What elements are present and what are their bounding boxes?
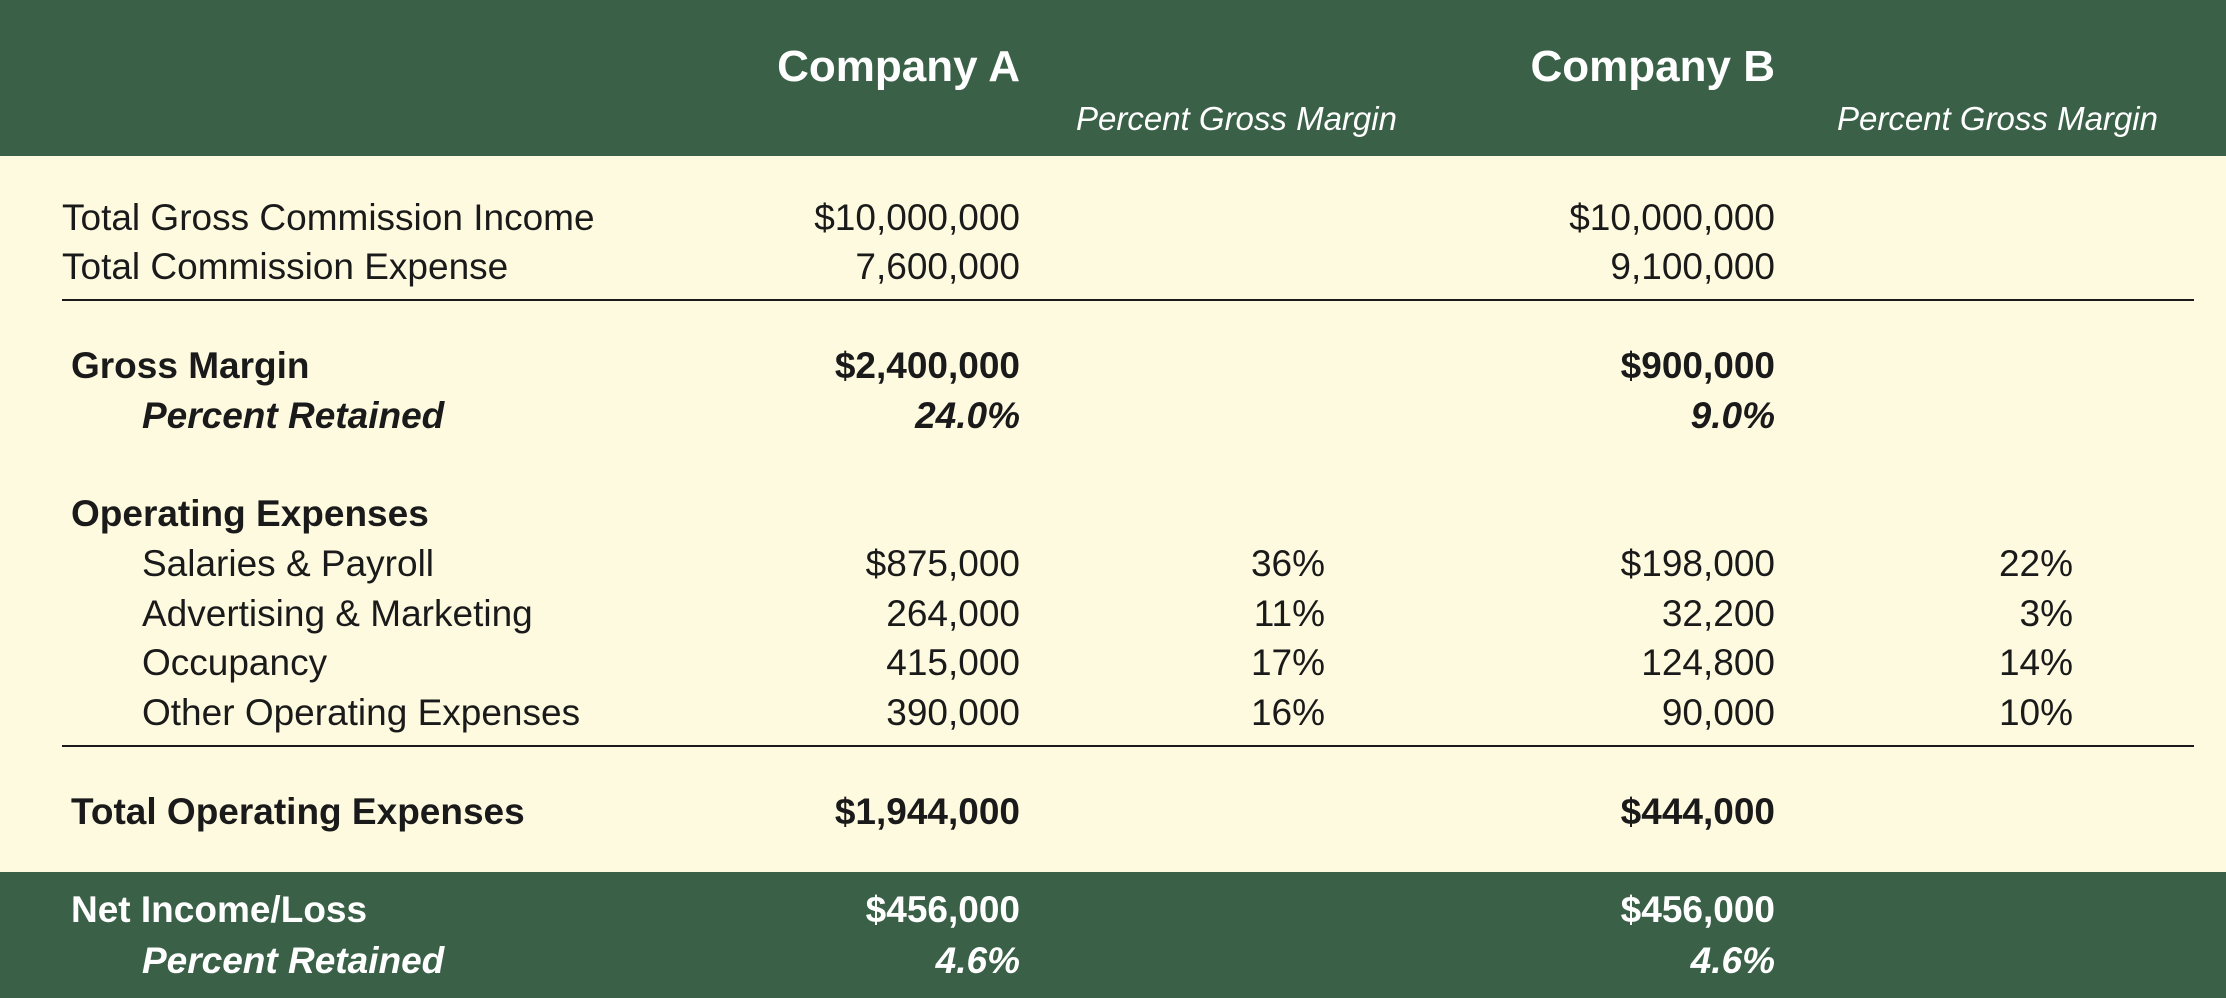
cell-b: 32,200 [1661,593,1775,634]
cell-pct-a: 16% [1250,692,1325,733]
cell-pct-b: 14% [1998,642,2073,683]
cell-a: $10,000,000 [814,197,1020,238]
cell-b: 9,100,000 [1610,246,1775,287]
percent-retained-a: 24.0% [915,395,1020,436]
divider [62,299,2194,301]
percent-retained-label: Percent Retained [142,395,445,436]
cell-a: $875,000 [865,543,1020,584]
cell-a: 390,000 [886,692,1020,733]
percent-retained-b: 9.0% [1690,395,1775,436]
cell-a: 7,600,000 [855,246,1020,287]
total-operating-label: Total Operating Expenses [71,791,525,832]
net-percent-b: 4.6% [1690,940,1775,981]
net-percent-a: 4.6% [935,940,1020,981]
net-income-b: $456,000 [1620,889,1775,930]
company-a-heading: Company A [777,42,1020,91]
row-label: Advertising & Marketing [142,593,533,634]
cell-b: $10,000,000 [1569,197,1775,238]
net-percent-label: Percent Retained [142,940,445,981]
cell-pct-b: 22% [1998,543,2073,584]
gross-margin-label: Gross Margin [71,345,310,386]
row-label: Occupancy [142,642,328,683]
percent-col-b-heading: Percent Gross Margin [1837,100,2158,137]
gross-margin-b: $900,000 [1620,345,1775,386]
cell-pct-b: 10% [1998,692,2073,733]
total-operating-b: $444,000 [1620,791,1775,832]
divider [62,745,2194,747]
net-income-a: $456,000 [865,889,1020,930]
cell-b: 90,000 [1661,692,1775,733]
row-label: Salaries & Payroll [142,543,435,584]
cell-pct-a: 36% [1250,543,1325,584]
net-income-label: Net Income/Loss [71,889,368,930]
row-label: Total Gross Commission Income [62,197,595,238]
total-operating-a: $1,944,000 [834,791,1020,832]
row-label: Total Commission Expense [62,246,509,287]
percent-col-a-heading: Percent Gross Margin [1076,100,1397,137]
operating-expenses-heading: Operating Expenses [71,493,429,534]
company-b-heading: Company B [1530,42,1775,91]
footer-band [0,872,2226,998]
cell-b: $198,000 [1620,543,1775,584]
cell-a: 264,000 [886,593,1020,634]
row-label: Other Operating Expenses [142,692,581,733]
header-band [0,0,2226,156]
cell-pct-b: 3% [2019,593,2073,634]
cell-b: 124,800 [1641,642,1775,683]
gross-margin-a: $2,400,000 [834,345,1020,386]
cell-a: 415,000 [886,642,1020,683]
cell-pct-a: 17% [1250,642,1325,683]
cell-pct-a: 11% [1253,593,1325,634]
